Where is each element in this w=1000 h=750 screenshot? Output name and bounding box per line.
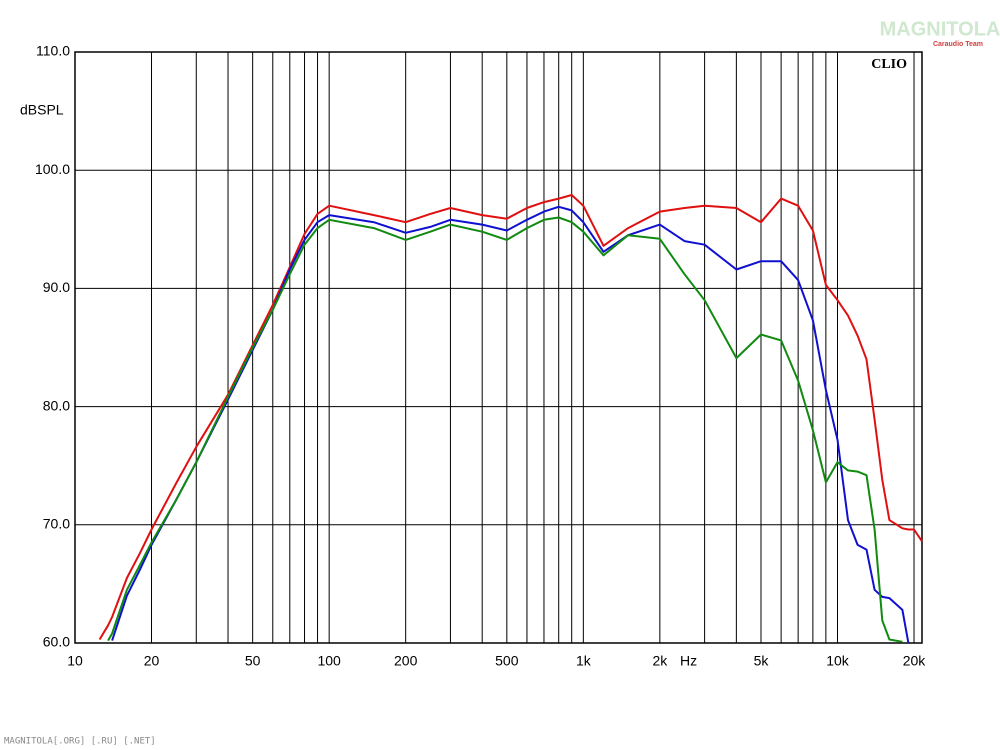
x-axis-label: Hz	[680, 653, 697, 669]
series-line	[107, 216, 903, 643]
y-tick-label: 90.0	[43, 279, 70, 295]
x-tick-label: 200	[394, 653, 418, 669]
x-tick-label: 10	[67, 653, 83, 669]
footer: MAGNITOLA[.ORG] [.RU] [.NET]	[4, 737, 156, 747]
y-tick-label: 60.0	[43, 634, 70, 650]
y-tick-label: 100.0	[35, 161, 70, 177]
plot-border	[74, 51, 923, 644]
y-tick-label: 70.0	[43, 516, 70, 532]
x-tick-label: 100	[317, 653, 341, 669]
x-tick-label: 5k	[754, 653, 770, 669]
y-tick-label: 80.0	[43, 397, 70, 413]
x-tick-label: 20	[144, 653, 160, 669]
y-tick-label: 110.0	[36, 43, 70, 59]
x-tick-label: 2k	[652, 653, 668, 669]
x-tick-label: 10k	[826, 653, 850, 669]
series-line	[98, 194, 923, 641]
x-tick-label: 1k	[576, 653, 592, 669]
watermark: MAGNITOLA	[880, 18, 1000, 40]
x-tick-label: 20k	[903, 653, 927, 669]
y-axis-label: dBSPL	[20, 102, 64, 118]
x-tick-label: 500	[495, 653, 519, 669]
x-tick-label: 50	[245, 653, 261, 669]
brand: CLIO	[871, 57, 907, 72]
watermark-subtitle: Caraudio Team	[933, 41, 983, 48]
